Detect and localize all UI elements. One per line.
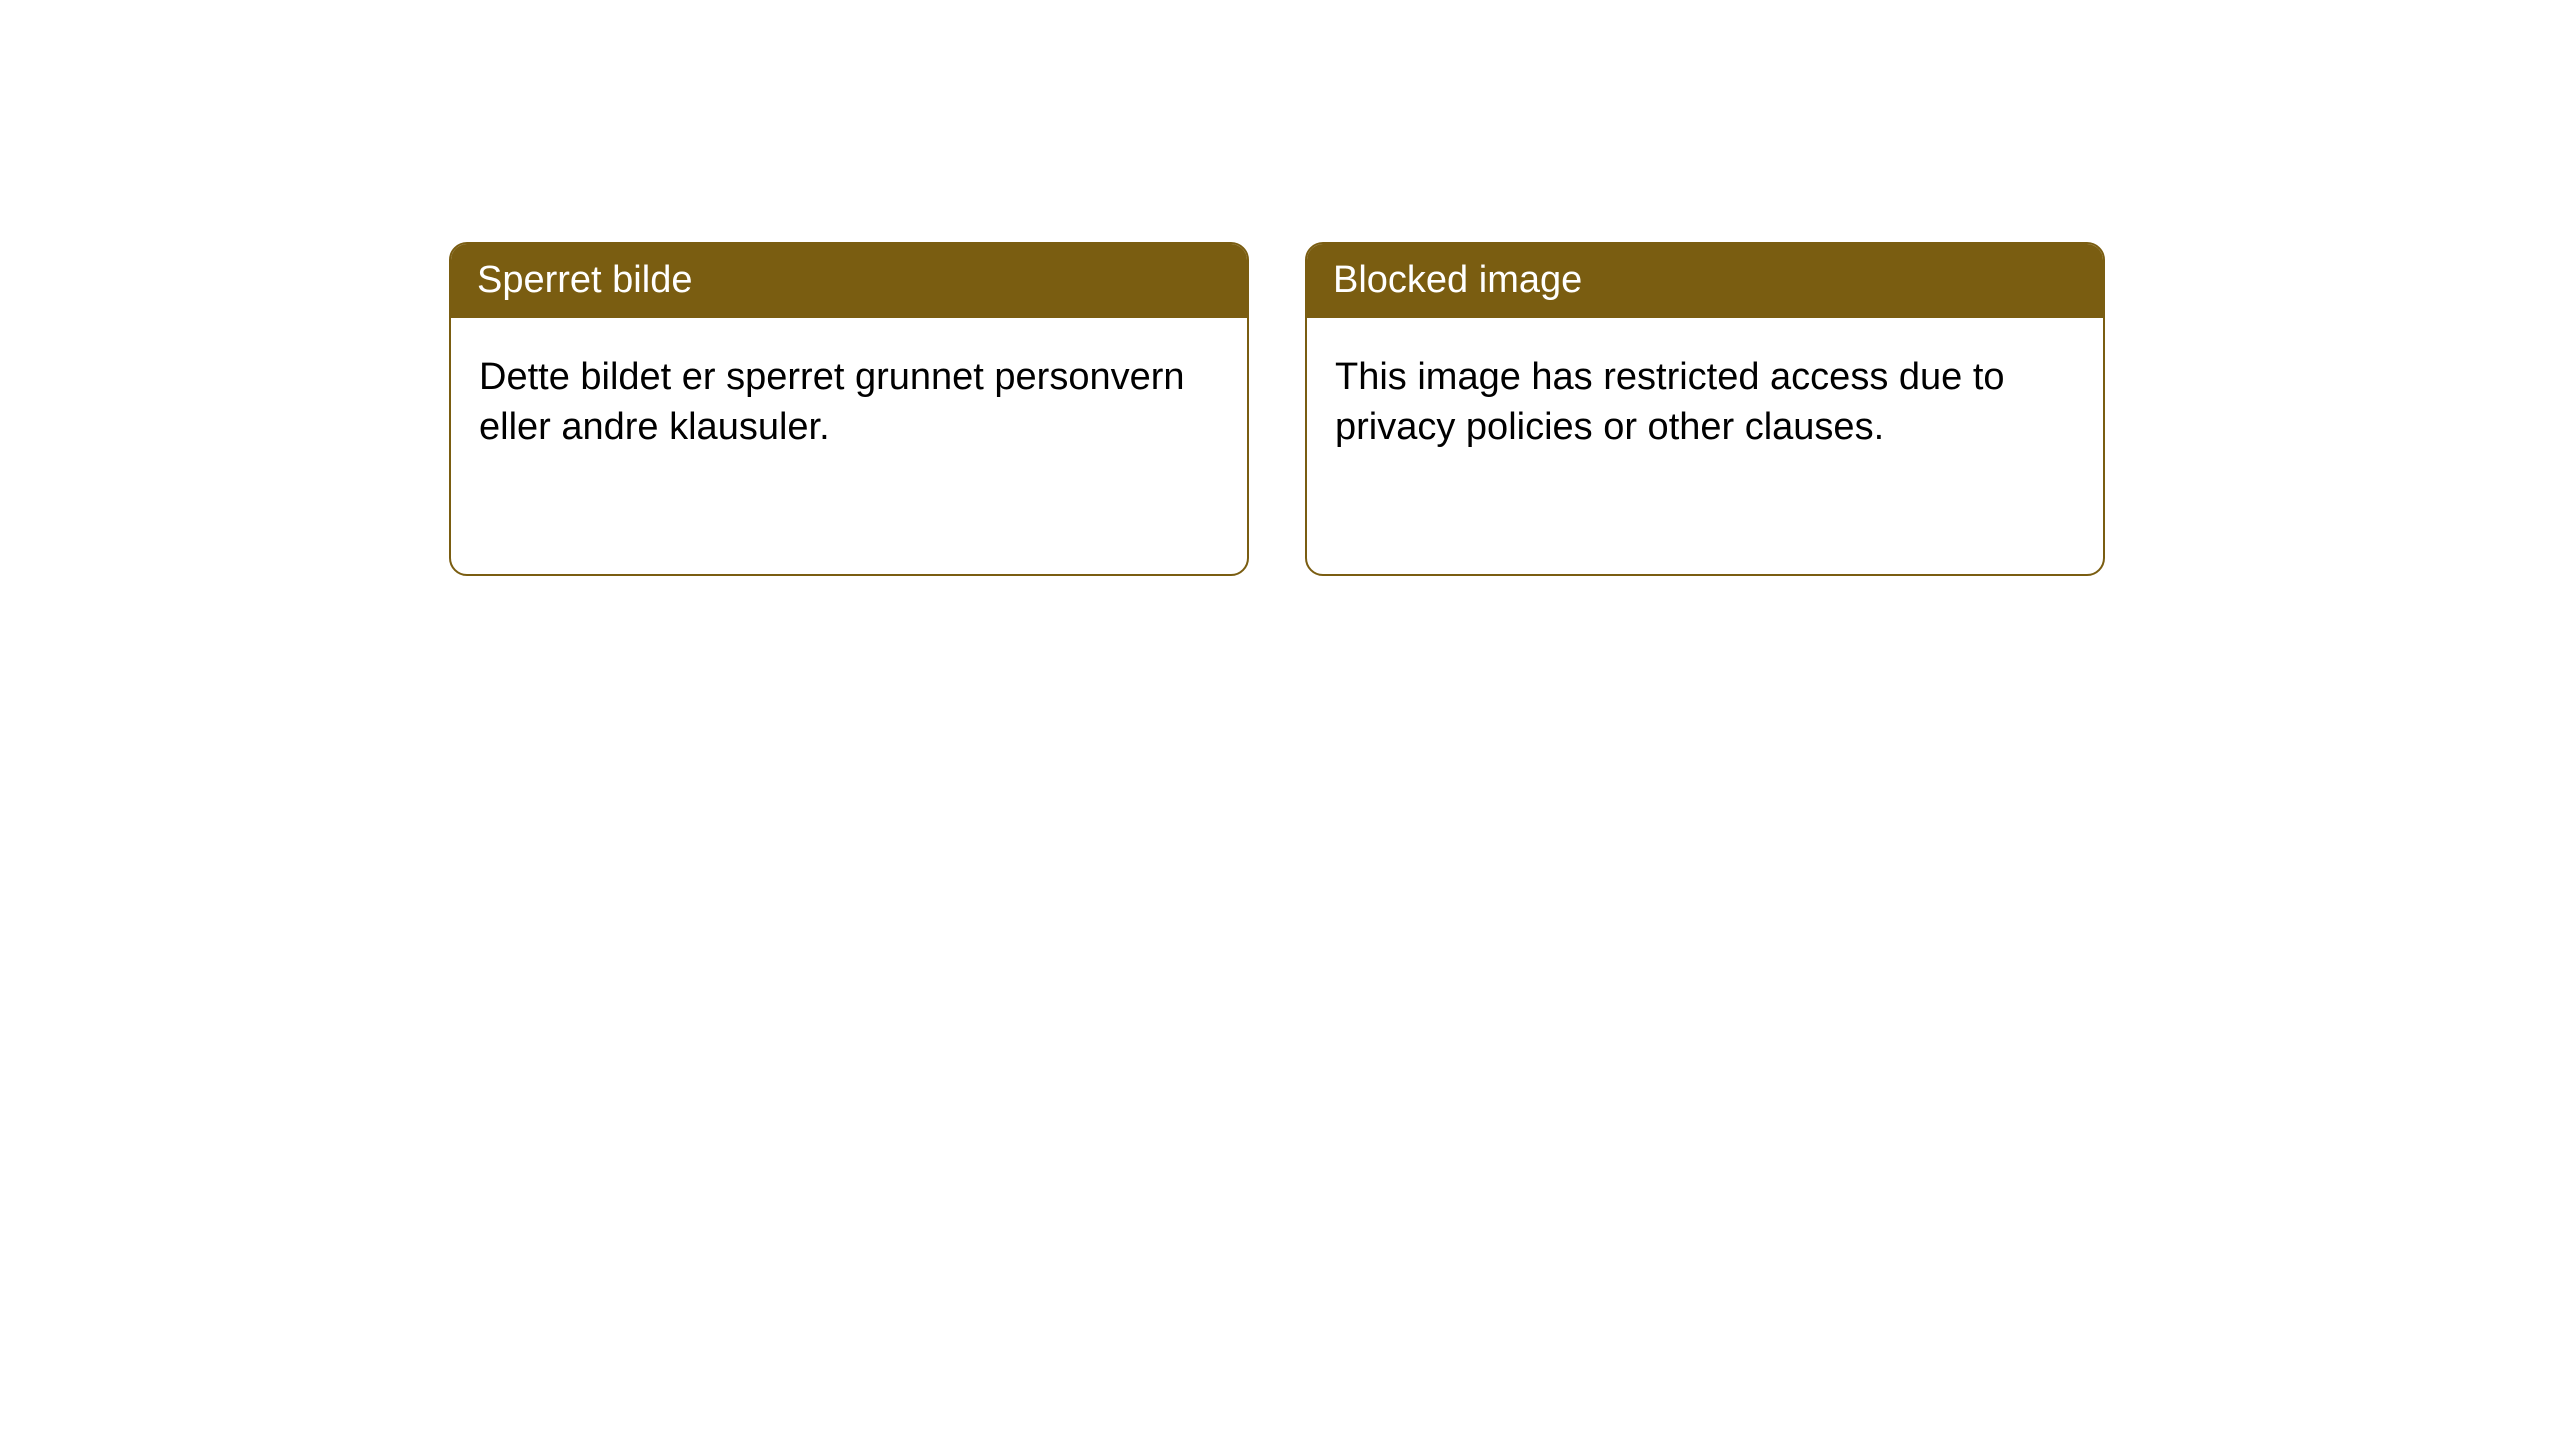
card-header-english: Blocked image: [1307, 244, 2103, 318]
blocked-image-card-english: Blocked image This image has restricted …: [1305, 242, 2105, 576]
card-title-norwegian: Sperret bilde: [477, 259, 692, 301]
blocked-image-card-norwegian: Sperret bilde Dette bildet er sperret gr…: [449, 242, 1249, 576]
card-header-norwegian: Sperret bilde: [451, 244, 1247, 318]
card-body-norwegian: Dette bildet er sperret grunnet personve…: [451, 318, 1247, 487]
card-title-english: Blocked image: [1333, 259, 1582, 301]
blocked-image-notice-container: Sperret bilde Dette bildet er sperret gr…: [449, 242, 2105, 576]
card-body-english: This image has restricted access due to …: [1307, 318, 2103, 487]
card-message-english: This image has restricted access due to …: [1335, 356, 2005, 449]
card-message-norwegian: Dette bildet er sperret grunnet personve…: [479, 356, 1185, 449]
